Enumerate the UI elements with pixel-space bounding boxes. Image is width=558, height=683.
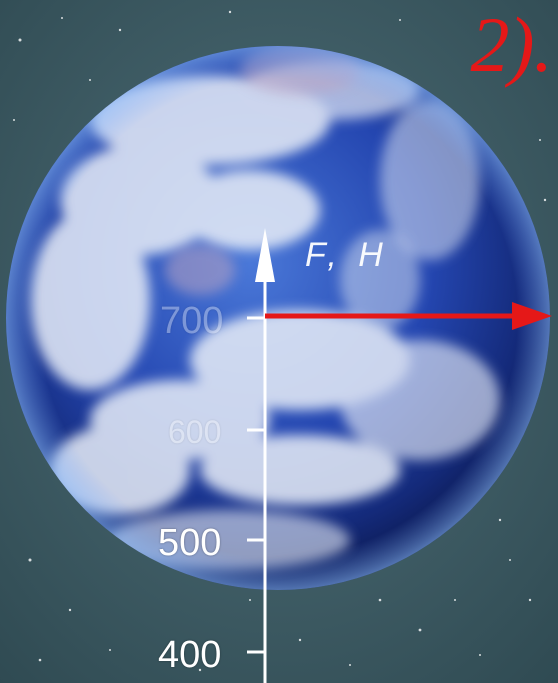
axis-arrowhead bbox=[255, 228, 275, 282]
tick-label-600: 600 bbox=[168, 414, 222, 450]
axis-ticks bbox=[247, 316, 265, 654]
force-arrowhead bbox=[512, 302, 552, 330]
stars bbox=[13, 10, 547, 672]
tick-label-400: 400 bbox=[158, 634, 222, 676]
tick-label-500: 500 bbox=[158, 522, 222, 564]
figure-number-label: 2). bbox=[470, 1, 553, 88]
force-label: F, H bbox=[305, 236, 389, 274]
tick-label-700: 700 bbox=[160, 300, 224, 342]
